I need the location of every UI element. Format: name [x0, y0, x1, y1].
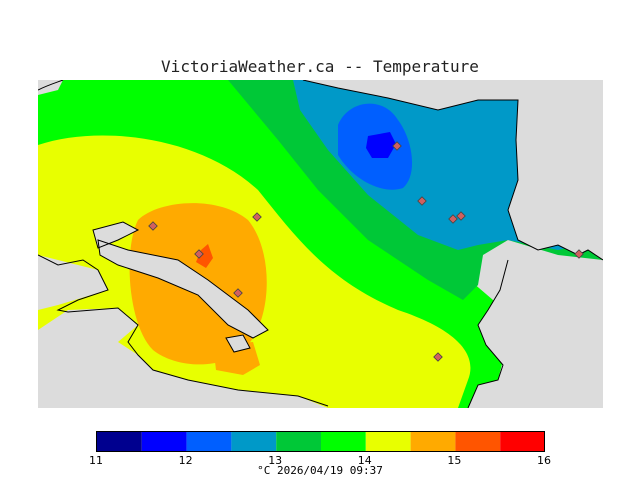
station-marker[interactable] [194, 249, 204, 259]
temperature-map [38, 80, 603, 408]
station-marker[interactable] [252, 212, 262, 222]
legend-swatch [321, 432, 366, 451]
contour-band-15.5-hotspot [196, 244, 213, 268]
legend-swatch [231, 432, 277, 451]
legend-tick-label: 14 [357, 454, 372, 467]
water-southeast-grey [468, 260, 603, 408]
legend-tick-label: 12 [178, 454, 193, 467]
station-marker[interactable] [448, 214, 458, 224]
legend-tick-label: 16 [537, 454, 551, 467]
station-marker[interactable] [233, 288, 243, 298]
coastlines [38, 80, 603, 408]
legend-swatch [97, 432, 142, 451]
legend-swatch [410, 432, 456, 451]
legend-swatch [276, 432, 321, 451]
timestamp-caption: °C 2026/04/19 09:37 [257, 464, 383, 477]
legend-swatch [186, 432, 232, 451]
map-title: VictoriaWeather.ca -- Temperature [161, 57, 479, 76]
water-north-grey [303, 80, 603, 110]
contour-band-12-deepblue [366, 132, 396, 158]
legend-tick-label: 11 [89, 454, 103, 467]
water-bottom-grey [38, 308, 328, 408]
legend-border [96, 431, 545, 452]
station-marker[interactable] [417, 196, 427, 206]
station-marker[interactable] [148, 221, 158, 231]
water-north-edge-grey [38, 80, 63, 95]
legend-swatch [455, 432, 501, 451]
legend-swatch [365, 432, 411, 451]
station-marker[interactable] [392, 141, 402, 151]
legend-swatch [141, 432, 187, 451]
station-marker[interactable] [433, 352, 443, 362]
legend-tick-label: 15 [447, 454, 462, 467]
color-scale-legend [96, 431, 545, 452]
legend-swatch [500, 432, 545, 451]
station-marker[interactable] [456, 211, 466, 221]
inlet-grey [98, 240, 268, 338]
water-southwest-grey [38, 255, 108, 310]
contour-band-15-orange-south [213, 342, 260, 375]
station-markers [148, 141, 584, 362]
legend-swatches [97, 432, 545, 451]
water-east-grey [508, 100, 603, 260]
bay-grey [93, 222, 138, 248]
legend-tick-label: 13 [268, 454, 283, 467]
station-marker[interactable] [574, 249, 584, 259]
